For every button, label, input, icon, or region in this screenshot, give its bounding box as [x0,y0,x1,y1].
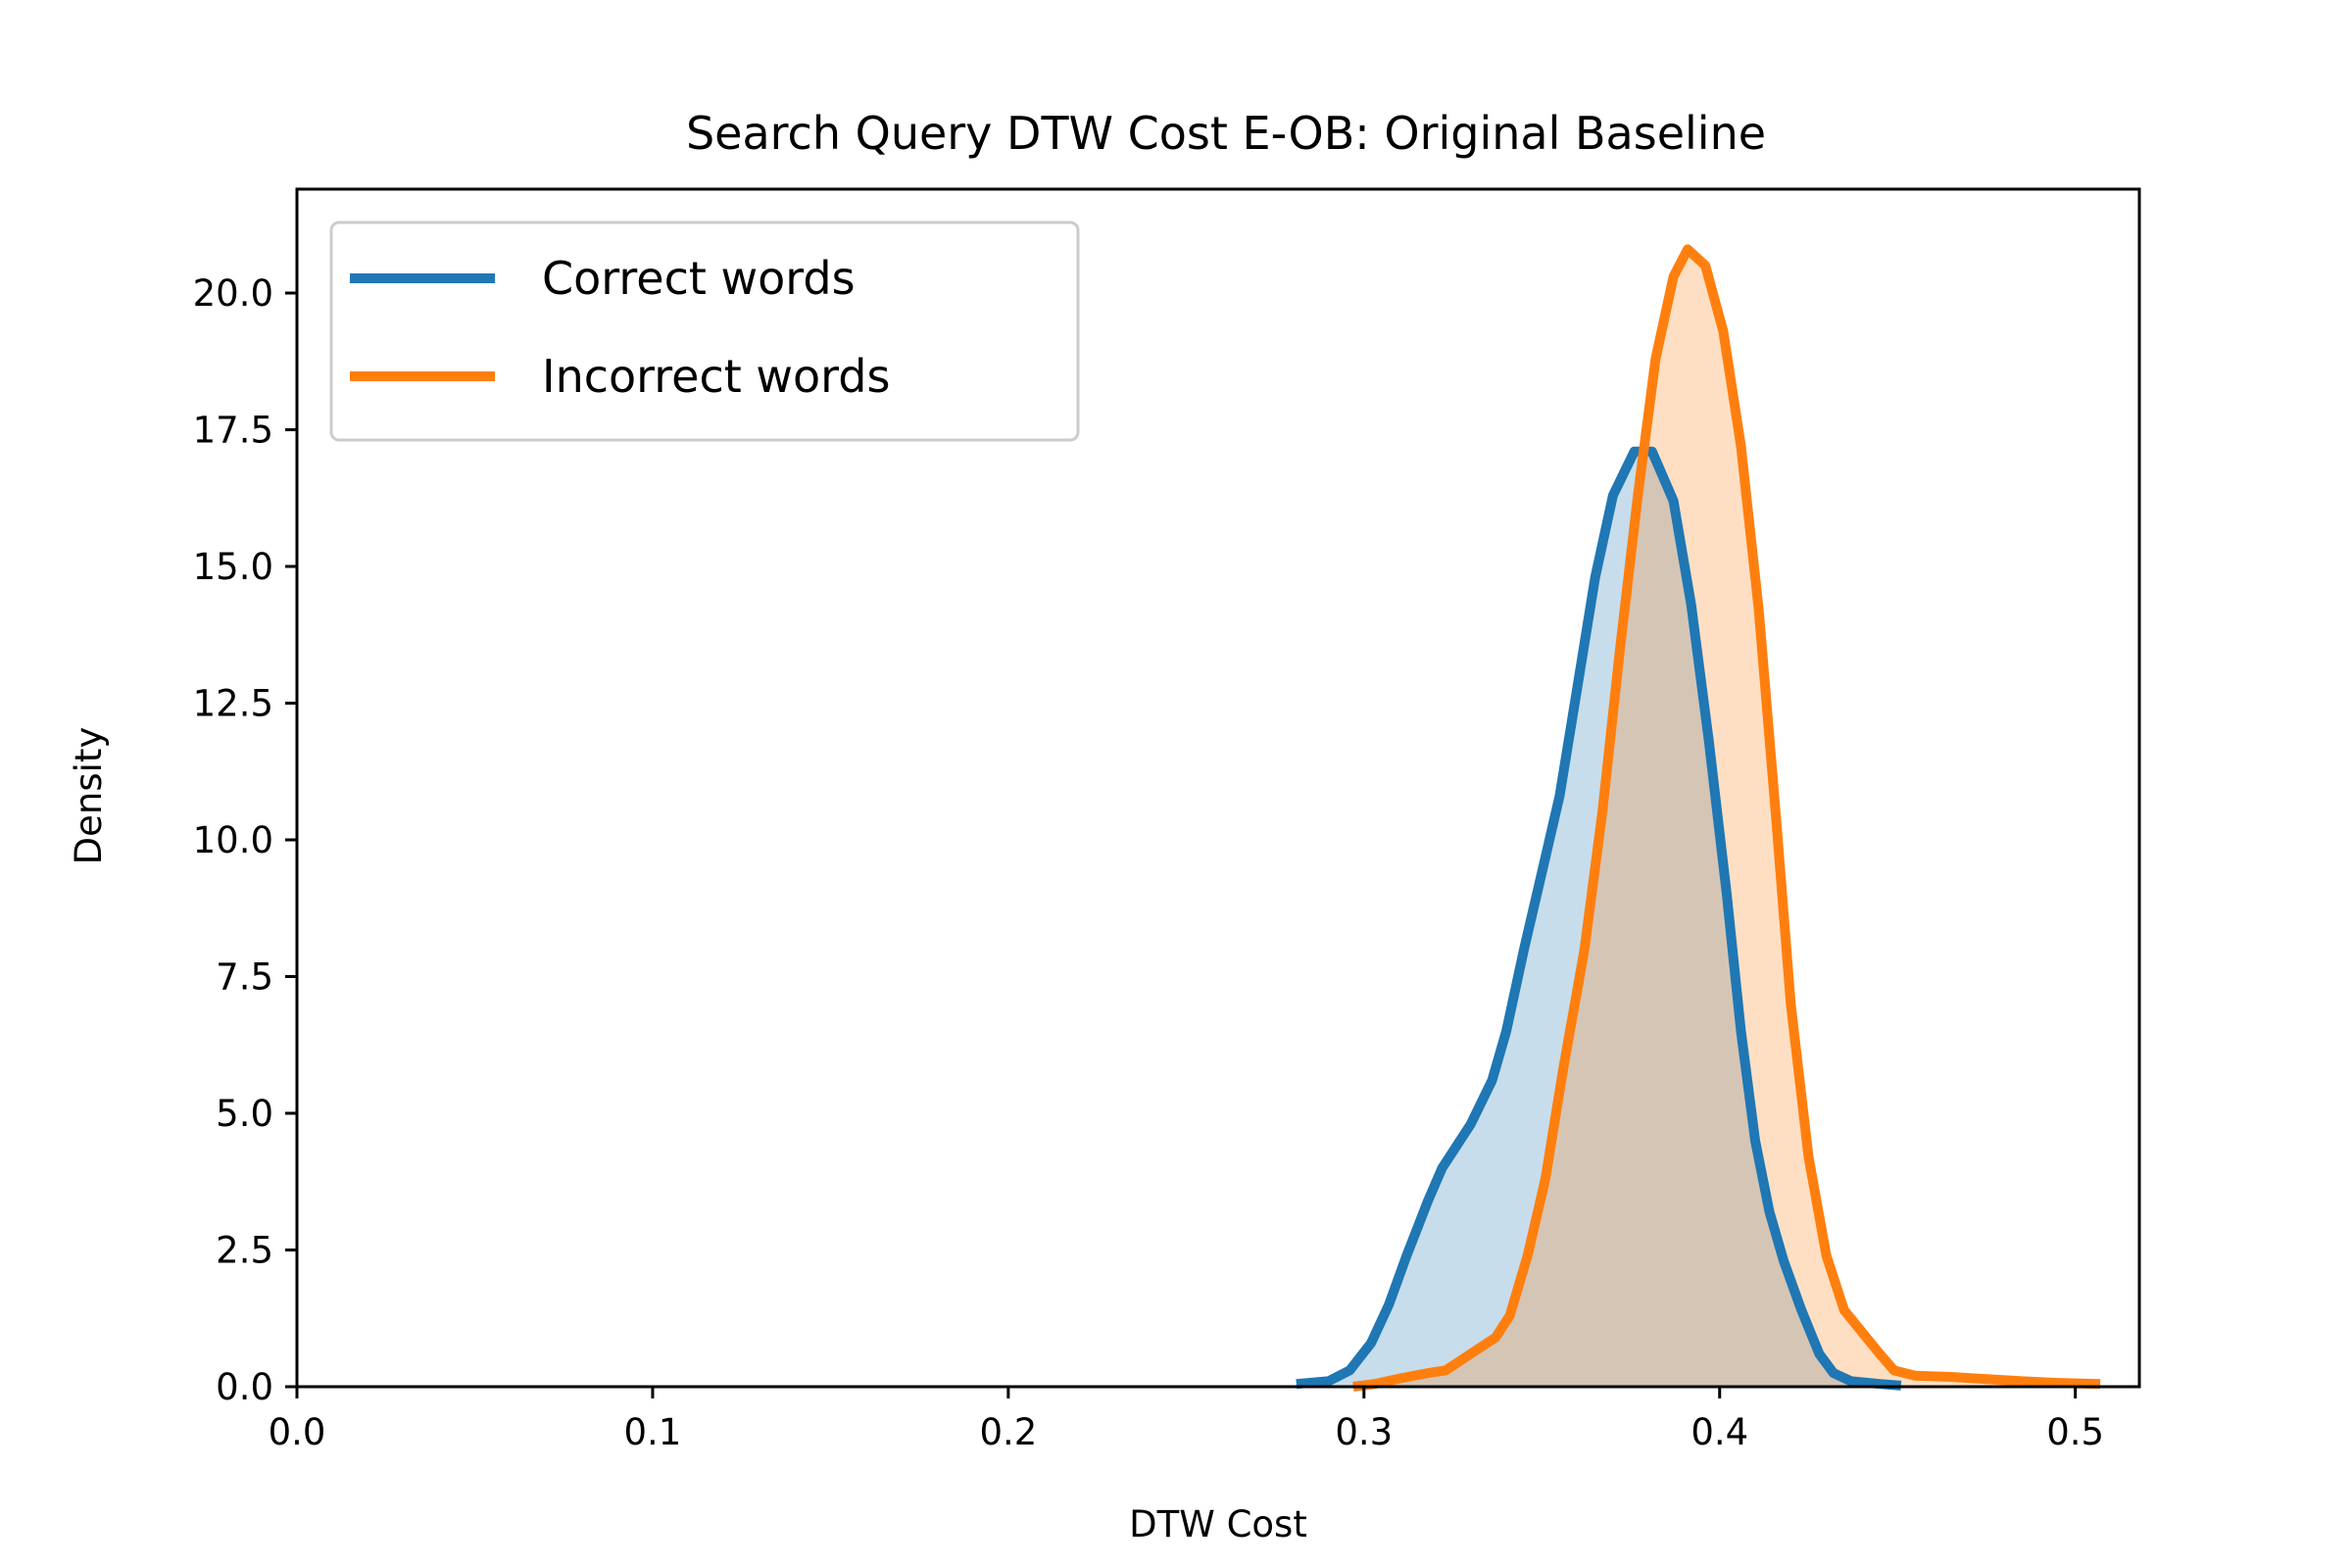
series-line-incorrect-words [1352,244,2101,1392]
x-tick-label: 0.1 [624,1411,682,1453]
y-tick-label: 12.5 [193,683,273,725]
x-axis: 0.0 0.1 0.2 0.3 0.4 0.5 [269,1387,2104,1453]
y-tick-label: 10.0 [193,819,273,861]
x-axis-title: DTW Cost [1129,1503,1307,1545]
y-tick-label: 15.0 [193,546,273,588]
chart-title: Search Query DTW Cost E-OB: Original Bas… [686,107,1766,160]
series-area-incorrect-words [1352,249,2101,1387]
x-tick-label: 0.0 [269,1411,326,1453]
y-tick-label: 7.5 [216,956,273,999]
y-axis-title: Density [68,727,110,865]
legend-label-correct-words: Correct words [542,252,856,305]
x-tick-label: 0.5 [2046,1411,2104,1453]
x-tick-label: 0.3 [1335,1411,1393,1453]
x-tick-label: 0.2 [979,1411,1037,1453]
series-fills [1296,249,2101,1387]
y-tick-label: 17.5 [193,410,273,452]
y-tick-label: 0.0 [216,1366,273,1408]
legend: Correct words Incorrect words [329,220,1080,442]
legend-label-incorrect-words: Incorrect words [542,350,890,403]
x-tick-label: 0.4 [1690,1411,1748,1453]
legend-frame [329,220,1080,442]
series-area-correct-words [1296,451,1901,1387]
plot-frame [295,187,2141,1389]
y-tick-label: 20.0 [193,272,273,315]
y-tick-label: 2.5 [216,1230,273,1272]
y-tick-label: 5.0 [216,1093,273,1135]
series-layer [1296,244,2101,1392]
y-axis: 0.0 2.5 5.0 7.5 10.0 12.5 15.0 17.5 20.0 [193,272,297,1408]
series-line-correct-words [1296,446,1902,1391]
series-lines [1296,244,2101,1392]
